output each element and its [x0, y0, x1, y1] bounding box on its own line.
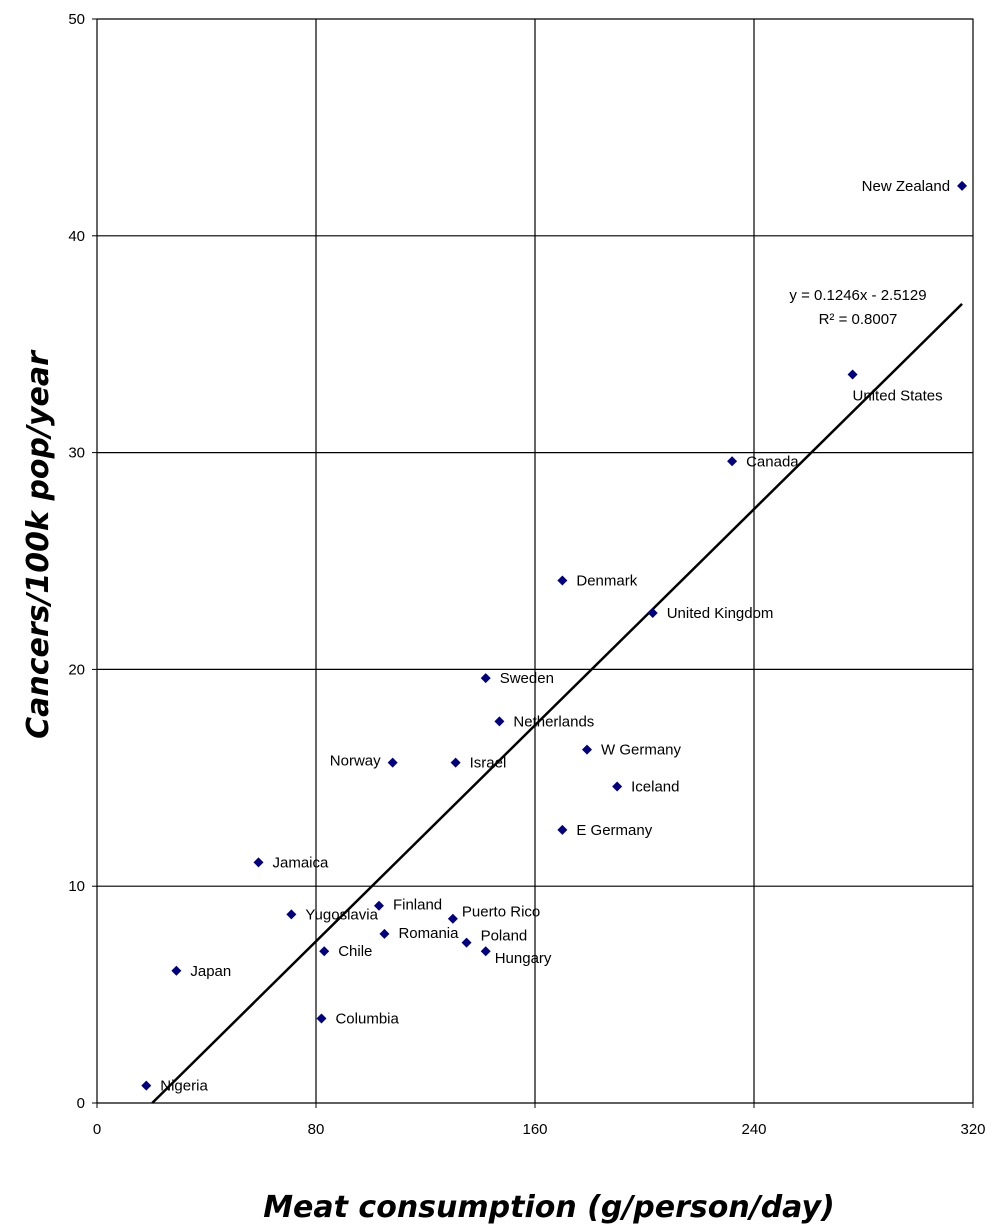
- y-tick-label: 0: [77, 1095, 85, 1112]
- data-point-marker: [494, 716, 505, 727]
- data-point-label: Japan: [190, 963, 231, 980]
- data-point-marker: [447, 913, 458, 924]
- data-point-label: Hungary: [495, 950, 552, 967]
- data-point-label: E Germany: [576, 822, 652, 839]
- x-tick-label: 0: [93, 1121, 101, 1138]
- data-point-marker: [557, 575, 568, 586]
- y-tick-label: 50: [68, 11, 85, 28]
- data-point-marker: [480, 946, 491, 957]
- x-tick-label: 80: [308, 1121, 325, 1138]
- data-point-marker: [253, 857, 264, 868]
- data-point-label: Chile: [338, 943, 372, 960]
- trendline-r-squared: R² = 0.8007: [819, 311, 898, 328]
- data-point-marker: [141, 1080, 152, 1091]
- data-point-label: Nigeria: [160, 1078, 208, 1095]
- x-tick-label: 240: [741, 1121, 766, 1138]
- data-point-marker: [582, 744, 593, 755]
- data-point-marker: [647, 608, 658, 619]
- data-point-label: Sweden: [500, 670, 554, 687]
- data-point-marker: [557, 824, 568, 835]
- data-point-label: Romania: [398, 925, 459, 942]
- data-point-marker: [316, 1013, 327, 1024]
- y-tick-label: 30: [68, 445, 85, 462]
- data-point-marker: [171, 965, 182, 976]
- data-point-label: Canada: [746, 453, 799, 470]
- data-point-label: United Kingdom: [667, 605, 774, 622]
- data-point-marker: [450, 757, 461, 768]
- data-point-label: Israel: [470, 755, 507, 772]
- data-point-marker: [480, 673, 491, 684]
- data-point-label: New Zealand: [862, 178, 950, 195]
- data-point-label: Netherlands: [513, 713, 594, 730]
- data-point-label: United States: [853, 388, 943, 405]
- data-point-marker: [373, 900, 384, 911]
- data-point-label: Denmark: [576, 573, 637, 590]
- plot-area-frame: [96, 18, 974, 1104]
- data-point-label: Iceland: [631, 778, 679, 795]
- data-point-marker: [319, 946, 330, 957]
- grid-lines: [92, 18, 974, 1108]
- data-point-marker: [847, 369, 858, 380]
- data-point-label: Finland: [393, 897, 442, 914]
- data-point-marker: [387, 757, 398, 768]
- trendline-equation: y = 0.1246x - 2.5129: [789, 287, 926, 304]
- data-point-marker: [957, 180, 968, 191]
- y-axis-title: Cancers/100k pop/year: [21, 349, 56, 739]
- data-point-marker: [727, 456, 738, 467]
- x-tick-labels: 0 80 160 240 320: [93, 1121, 986, 1138]
- data-point-label: Jamaica: [273, 854, 330, 871]
- data-point-marker: [379, 928, 390, 939]
- data-point-label: W Germany: [601, 742, 682, 759]
- data-point-label: Puerto Rico: [462, 904, 540, 921]
- y-tick-label: 40: [68, 228, 85, 245]
- data-point-label: Yugoslavia: [305, 906, 378, 923]
- y-tick-labels: 0 10 20 30 40 50: [68, 11, 85, 1112]
- data-point-marker: [612, 781, 623, 792]
- data-point-label: Norway: [330, 753, 381, 770]
- data-point-marker: [286, 909, 297, 920]
- data-point-label: Columbia: [335, 1010, 399, 1027]
- y-tick-label: 20: [68, 661, 85, 678]
- x-tick-label: 320: [960, 1121, 985, 1138]
- y-tick-label: 10: [68, 878, 85, 895]
- data-points: New Zealand United States Canada Denmark Uni…: [141, 178, 968, 1095]
- data-point-label: Poland: [481, 928, 528, 945]
- x-axis-title: Meat consumption (g/person/day): [263, 1190, 835, 1225]
- trendline: [151, 302, 963, 1104]
- data-point-marker: [461, 937, 472, 948]
- x-tick-label: 160: [522, 1121, 547, 1138]
